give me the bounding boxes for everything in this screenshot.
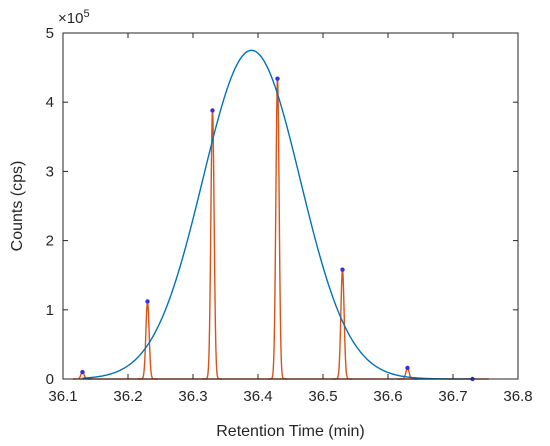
data-point-3 <box>275 76 280 81</box>
data-point-1 <box>145 299 150 304</box>
axes-layer <box>62 32 519 380</box>
x-tick-label-4: 36.5 <box>308 388 337 405</box>
y-exponent-power: 5 <box>83 8 89 20</box>
x-tick-label-6: 36.7 <box>438 388 467 405</box>
plot-background <box>63 33 518 379</box>
x-axis-label: Retention Time (min) <box>216 423 365 440</box>
y-tick-label-1: 1 <box>46 302 54 319</box>
y-exponent-base: ×10 <box>58 10 83 27</box>
y-tick-label-4: 4 <box>46 94 54 111</box>
data-point-4 <box>340 267 345 272</box>
y-exponent-label: ×105 <box>58 8 90 27</box>
x-tick-label-5: 36.6 <box>373 388 402 405</box>
y-tick-label-5: 5 <box>46 25 54 42</box>
y-tick-label-0: 0 <box>46 371 54 388</box>
y-axis-label: Counts (cps) <box>9 161 26 252</box>
x-tick-label-3: 36.4 <box>243 388 272 405</box>
x-tick-label-0: 36.1 <box>48 388 77 405</box>
data-point-0 <box>80 369 85 375</box>
y-tick-label-2: 2 <box>46 233 54 250</box>
data-point-2 <box>210 108 215 113</box>
x-tick-label-2: 36.3 <box>178 388 207 405</box>
x-tick-label-7: 36.8 <box>503 388 532 405</box>
data-point-5 <box>405 365 410 371</box>
axes-box <box>62 32 519 380</box>
plot-area <box>63 33 518 379</box>
y-tick-label-3: 3 <box>46 163 54 180</box>
x-tick-label-1: 36.2 <box>113 388 142 405</box>
tick-layer: 36.1 36.2 36.3 36.4 36.5 36.6 36.7 36.8 0 1 2 3 4 5 <box>46 25 533 405</box>
gaussian-envelope-line <box>82 49 473 380</box>
